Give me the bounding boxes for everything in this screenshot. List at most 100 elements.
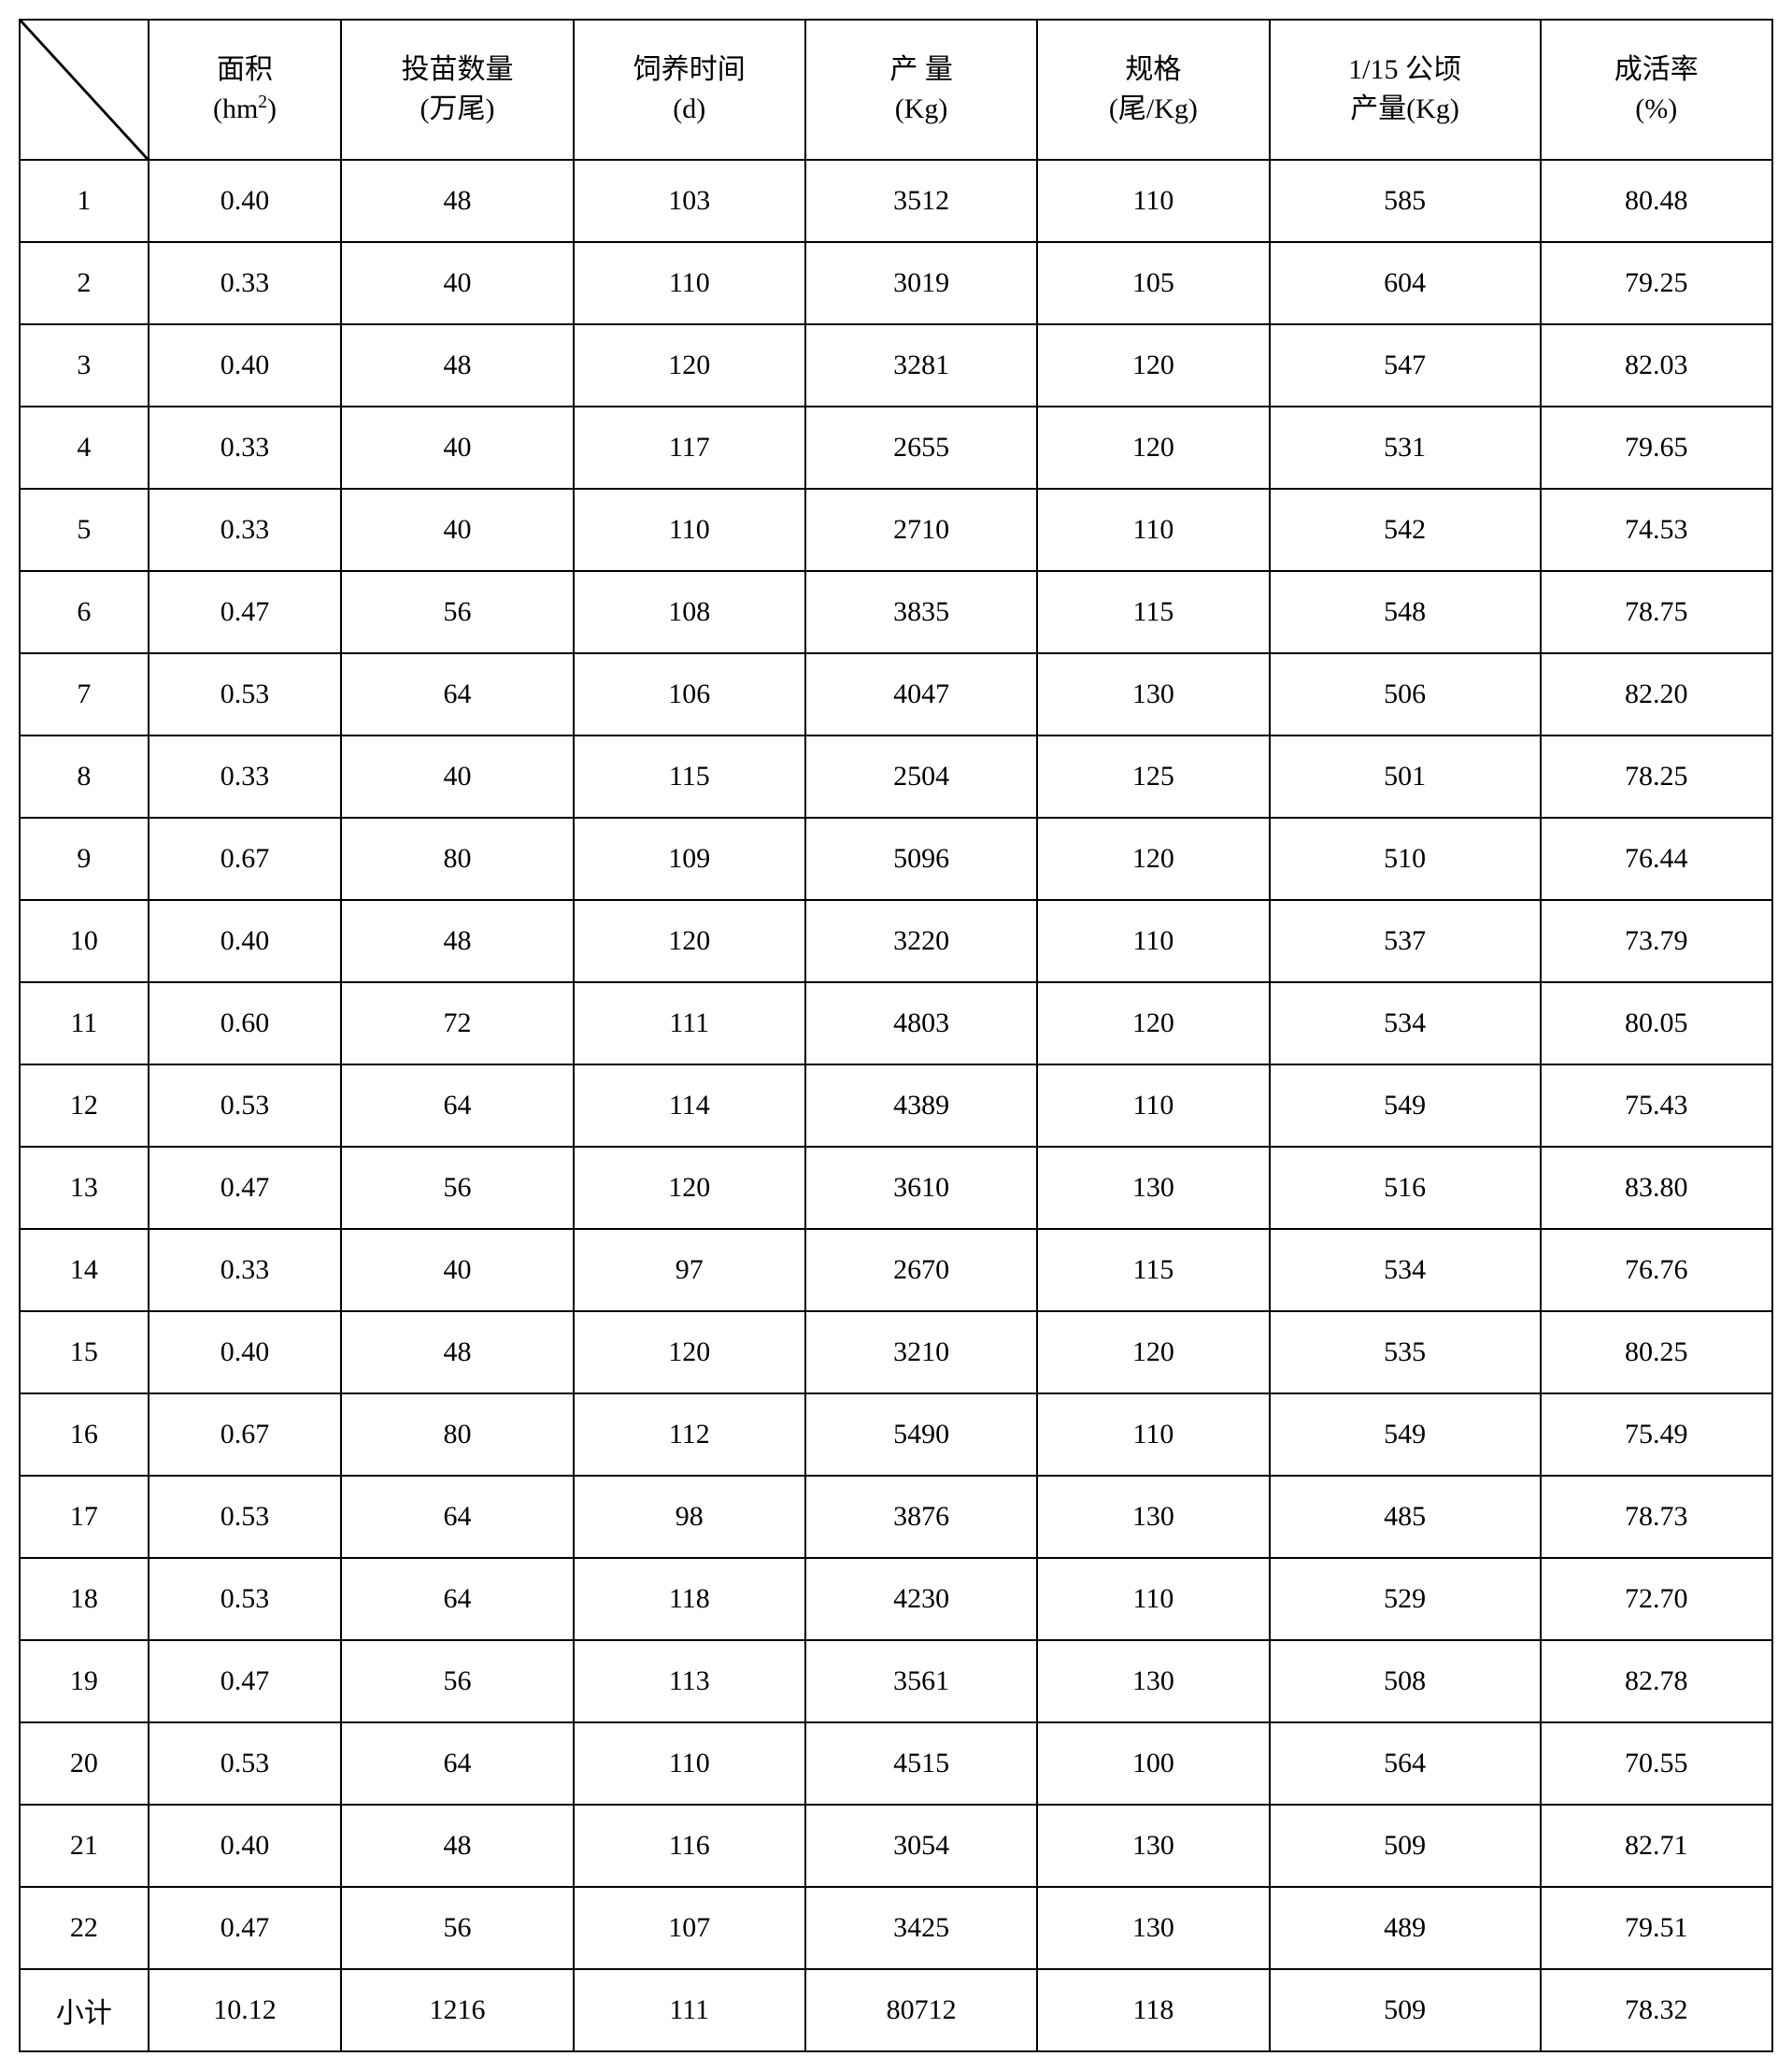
cell-area: 0.33 [149,242,342,324]
cell-area: 0.40 [149,324,342,407]
cell-surv: 70.55 [1541,1722,1772,1805]
cell-area: 0.60 [149,982,342,1064]
cell-per: 485 [1270,1476,1541,1558]
header-seed: 投苗数量 (万尾) [341,20,573,160]
cell-per: 585 [1270,160,1541,242]
cell-seed: 40 [341,489,573,571]
cell-idx: 17 [20,1476,149,1558]
diagonal-line-icon [21,21,148,159]
cell-spec: 120 [1037,324,1269,407]
cell-yield: 3210 [805,1311,1037,1393]
cell-spec: 130 [1037,1805,1269,1887]
cell-per: 542 [1270,489,1541,571]
cell-spec: 125 [1037,736,1269,818]
subtotal-spec: 118 [1037,1969,1269,2051]
cell-surv: 78.25 [1541,736,1772,818]
cell-per: 531 [1270,407,1541,489]
cell-per: 604 [1270,242,1541,324]
cell-spec: 120 [1037,818,1269,900]
cell-seed: 56 [341,1147,573,1229]
cell-idx: 13 [20,1147,149,1229]
header-per-label2: 产量(Kg) [1350,93,1459,124]
cell-idx: 15 [20,1311,149,1393]
cell-surv: 79.51 [1541,1887,1772,1969]
cell-per: 534 [1270,1229,1541,1311]
cell-surv: 82.20 [1541,653,1772,736]
cell-spec: 115 [1037,571,1269,653]
cell-spec: 130 [1037,1476,1269,1558]
subtotal-days: 111 [574,1969,805,2051]
cell-idx: 12 [20,1064,149,1147]
cell-spec: 100 [1037,1722,1269,1805]
cell-seed: 40 [341,407,573,489]
header-area: 面积 (hm2) [149,20,342,160]
cell-area: 0.47 [149,1640,342,1722]
table-row: 50.3340110271011054274.53 [20,489,1772,571]
cell-days: 109 [574,818,805,900]
cell-surv: 74.53 [1541,489,1772,571]
cell-days: 120 [574,900,805,982]
table-row: 220.4756107342513048979.51 [20,1887,1772,1969]
cell-yield: 3512 [805,160,1037,242]
table-row: 60.4756108383511554878.75 [20,571,1772,653]
cell-spec: 105 [1037,242,1269,324]
cell-idx: 14 [20,1229,149,1311]
cell-seed: 80 [341,1393,573,1476]
cell-surv: 73.79 [1541,900,1772,982]
header-area-label2: (hm2) [213,93,277,124]
header-spec-label2: (尾/Kg) [1109,93,1198,124]
table-row: 30.4048120328112054782.03 [20,324,1772,407]
cell-seed: 64 [341,1064,573,1147]
cell-area: 0.53 [149,653,342,736]
table-row: 160.6780112549011054975.49 [20,1393,1772,1476]
cell-spec: 115 [1037,1229,1269,1311]
cell-yield: 3835 [805,571,1037,653]
cell-idx: 4 [20,407,149,489]
table-body: 10.4048103351211058580.4820.334011030191… [20,160,1772,2051]
cell-per: 501 [1270,736,1541,818]
cell-yield: 4230 [805,1558,1037,1640]
cell-days: 98 [574,1476,805,1558]
table-row: 40.3340117265512053179.65 [20,407,1772,489]
cell-spec: 130 [1037,1640,1269,1722]
cell-seed: 56 [341,571,573,653]
cell-days: 117 [574,407,805,489]
table-row: 10.4048103351211058580.48 [20,160,1772,242]
cell-seed: 48 [341,324,573,407]
cell-surv: 79.25 [1541,242,1772,324]
cell-surv: 83.80 [1541,1147,1772,1229]
header-seed-label2: (万尾) [420,93,494,124]
cell-idx: 19 [20,1640,149,1722]
subtotal-row: 小计10.1212161118071211850978.32 [20,1969,1772,2051]
cell-per: 537 [1270,900,1541,982]
table-row: 110.6072111480312053480.05 [20,982,1772,1064]
cell-seed: 48 [341,1311,573,1393]
subtotal-label: 小计 [20,1969,149,2051]
cell-seed: 72 [341,982,573,1064]
cell-area: 0.53 [149,1558,342,1640]
cell-days: 113 [574,1640,805,1722]
cell-surv: 80.25 [1541,1311,1772,1393]
cell-yield: 4803 [805,982,1037,1064]
table-row: 140.334097267011553476.76 [20,1229,1772,1311]
cell-idx: 21 [20,1805,149,1887]
header-days-label2: (d) [673,93,705,124]
cell-days: 110 [574,1722,805,1805]
cell-yield: 4389 [805,1064,1037,1147]
cell-days: 114 [574,1064,805,1147]
cell-days: 111 [574,982,805,1064]
cell-days: 115 [574,736,805,818]
cell-area: 0.53 [149,1064,342,1147]
cell-spec: 120 [1037,407,1269,489]
cell-yield: 4047 [805,653,1037,736]
cell-per: 508 [1270,1640,1541,1722]
cell-per: 564 [1270,1722,1541,1805]
cell-area: 0.33 [149,407,342,489]
cell-per: 548 [1270,571,1541,653]
cell-per: 516 [1270,1147,1541,1229]
cell-surv: 82.03 [1541,324,1772,407]
cell-seed: 40 [341,736,573,818]
cell-area: 0.40 [149,900,342,982]
cell-yield: 3019 [805,242,1037,324]
table-row: 170.536498387613048578.73 [20,1476,1772,1558]
